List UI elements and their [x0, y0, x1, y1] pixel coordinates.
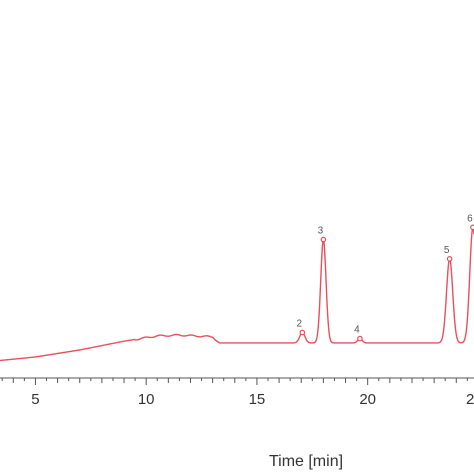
peak-marker [357, 335, 363, 342]
peak-marker [320, 236, 327, 243]
peak-marker [446, 256, 453, 262]
x-tick-label: 10 [138, 391, 155, 408]
peak-label: 4 [354, 325, 360, 336]
x-tick-label: 15 [249, 391, 266, 408]
x-tick-label: 5 [31, 391, 39, 408]
peak-marker-layer: 2 3 4 5 6 [297, 213, 474, 342]
peak-label: 5 [444, 245, 450, 256]
peak-label: 2 [297, 318, 303, 329]
peak-marker [470, 224, 474, 231]
x-axis-title: Time [min] [269, 453, 343, 470]
peak-marker [299, 329, 306, 336]
x-axis: 5 10 15 20 2 [0, 377, 474, 408]
x-tick-label: 20 [359, 391, 376, 408]
peak-label: 3 [318, 226, 324, 237]
x-tick-label-trailing: 2 [466, 391, 474, 408]
peak-label: 6 [467, 213, 473, 224]
chromatogram-trace [0, 225, 474, 362]
trace-layer [0, 225, 474, 362]
